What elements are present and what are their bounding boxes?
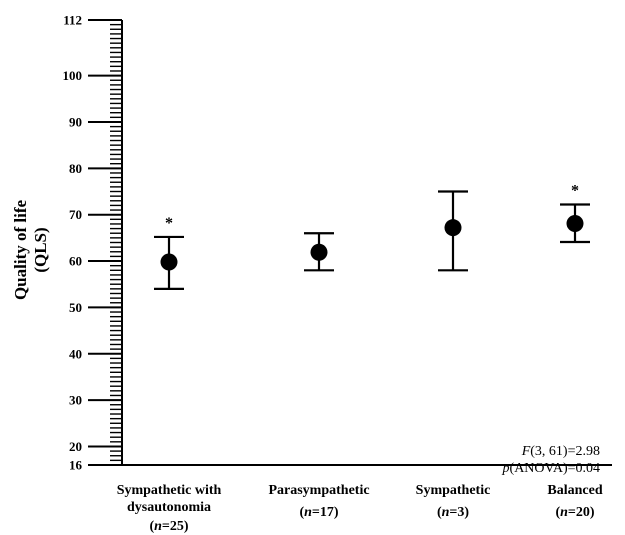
y-tick-label: 60 xyxy=(69,254,82,269)
n-open: ( xyxy=(149,519,154,534)
category-label: dysautonomia xyxy=(127,500,211,515)
significance-asterisk: * xyxy=(165,215,173,232)
n-value: =20) xyxy=(568,505,595,520)
y-axis-label-line: (QLS) xyxy=(31,227,50,272)
n-symbol: n xyxy=(154,519,162,534)
y-tick-label: 30 xyxy=(69,393,82,408)
category-sample-size: (n=3) xyxy=(437,505,469,520)
y-tick-label: 80 xyxy=(69,161,82,176)
mean-point xyxy=(566,214,584,232)
y-tick-label: 40 xyxy=(69,346,82,361)
category-label: Balanced xyxy=(547,483,602,498)
y-tick-label: 70 xyxy=(69,207,82,222)
y-tick-label: 90 xyxy=(69,114,82,129)
category-sample-size: (n=20) xyxy=(555,505,594,520)
y-tick-label: 112 xyxy=(63,13,82,28)
axes xyxy=(121,20,612,466)
f-value: (3, 61)=2.98 xyxy=(530,444,600,459)
n-symbol: n xyxy=(442,505,450,520)
y-tick-label: 16 xyxy=(69,458,83,473)
anova-p-value: p(ANOVA)=0.04 xyxy=(502,461,600,476)
anova-f-statistic: F(3, 61)=2.98 xyxy=(521,444,600,459)
y-axis-ticks: 16 20 30 40 50 60 70 80 90 100 112 xyxy=(63,13,122,473)
f-symbol: F xyxy=(521,444,531,459)
y-tick-label: 20 xyxy=(69,439,82,454)
n-value: =17) xyxy=(312,505,339,520)
n-symbol: n xyxy=(304,505,312,520)
mean-point xyxy=(310,243,328,261)
error-bars xyxy=(154,190,590,290)
category-label: Sympathetic xyxy=(416,483,491,498)
n-symbol: n xyxy=(560,505,568,520)
category-label: Parasympathetic xyxy=(268,483,369,498)
y-axis-label-line: Quality of life xyxy=(11,200,30,301)
y-tick-label: 100 xyxy=(63,68,83,83)
category-sample-size: (n=17) xyxy=(299,505,338,520)
n-value: =25) xyxy=(162,519,189,534)
mean-point xyxy=(160,253,178,271)
y-tick-label: 50 xyxy=(69,300,82,315)
p-symbol: p xyxy=(502,461,510,476)
significance-asterisk: * xyxy=(571,182,579,199)
category-sample-size: (n=25) xyxy=(149,519,188,534)
mean-point xyxy=(444,219,462,237)
n-value: =3) xyxy=(449,505,469,520)
category-label: Sympathetic with xyxy=(117,483,222,498)
p-value: (ANOVA)=0.04 xyxy=(510,461,600,476)
y-axis-label: Quality of life (QLS) xyxy=(11,200,50,301)
n-open: ( xyxy=(299,505,304,520)
n-open: ( xyxy=(555,505,560,520)
n-open: ( xyxy=(437,505,442,520)
data-points: ** xyxy=(160,182,584,271)
category-labels: Sympathetic withdysautonomia(n=25)Parasy… xyxy=(117,483,603,534)
